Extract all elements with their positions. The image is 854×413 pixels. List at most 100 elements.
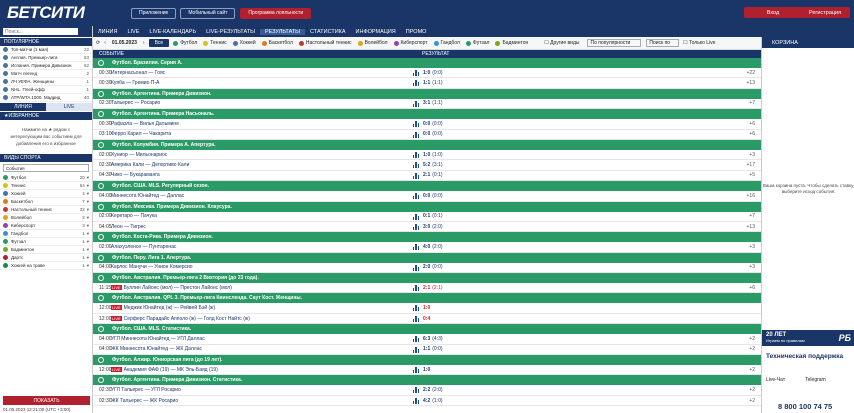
more-markets[interactable]: +6 [749, 120, 755, 127]
stats-icon[interactable] [413, 264, 419, 271]
more-markets[interactable]: +17 [746, 162, 755, 169]
match-teams[interactable]: ЖК Миннесота Юнайтед — ЖК Даллас [111, 346, 391, 352]
stats-icon[interactable] [413, 70, 419, 76]
match-teams[interactable]: Рафаэла — Вилья Дальмине [111, 121, 391, 127]
match-row[interactable]: 02:00 Алахуэленсе — Пунтаренас 4:0 (2:0) +3 [93, 242, 761, 253]
stats-icon[interactable] [413, 223, 419, 230]
match-teams[interactable]: Леон — Тигрес [111, 224, 391, 230]
stats-icon[interactable] [413, 100, 419, 107]
stats-icon[interactable] [413, 162, 419, 169]
league-header[interactable]: Футбол. Аргентина. Примера Насьональ. [93, 109, 761, 120]
league-header[interactable]: Футбол. Австралия. Премьер-лига 2 Виктор… [93, 273, 761, 284]
more-markets[interactable]: +3 [749, 243, 755, 250]
league-header[interactable]: Футбол. Аргентина. Примера Дивизион. [93, 88, 761, 99]
loyalty-button[interactable]: Программа лояльности [240, 7, 312, 19]
sport-item[interactable]: Волейбол 2 ▾ [0, 214, 92, 222]
nav-item[interactable]: СТАТИСТИКА [310, 28, 346, 35]
support-phone[interactable]: 8 800 100 74 75 [778, 402, 833, 411]
match-row[interactable]: 04:00 Миннесота Юнайтед — Даллас 0:0 (0:0) +… [93, 191, 761, 202]
show-button[interactable]: ПОКАЗАТЬ [3, 396, 90, 405]
stats-icon[interactable] [413, 397, 419, 404]
mobile-site-button[interactable]: Мобильный сайт [180, 7, 236, 19]
next-date-icon[interactable]: › [142, 40, 145, 46]
match-teams[interactable]: Карлос Манучи — Унион Комерсио [111, 264, 391, 270]
match-teams[interactable]: Алахуэленсе — Пунтаренас [111, 244, 391, 250]
league-header[interactable]: Футбол. Мексика. Примера Дивизион. Клаус… [93, 201, 761, 212]
more-markets[interactable]: +16 [746, 192, 755, 199]
more-markets[interactable]: +2 [749, 397, 755, 404]
live-only-checkbox[interactable]: ☐ Только Live [683, 40, 716, 46]
sport-item[interactable]: Гандбол 1 ▾ [0, 230, 92, 238]
more-markets[interactable]: +22 [746, 69, 755, 76]
stats-icon[interactable] [413, 387, 419, 394]
match-teams[interactable]: Интернасьонал — Гояс [111, 70, 391, 76]
sport-filter[interactable]: Футбол [173, 40, 197, 46]
match-teams[interactable]: Керетаро — Пачука [111, 213, 391, 219]
sport-item[interactable]: Бадминтон 1 ▾ [0, 246, 92, 254]
match-teams[interactable]: Америка Кали — Депортиво Кали [111, 162, 391, 168]
stats-icon[interactable] [413, 285, 419, 292]
stats-icon[interactable] [413, 193, 419, 200]
sport-filter[interactable]: Хоккей [232, 40, 256, 46]
match-row[interactable]: 04:00 Карлос Манучи — Унион Комерсио 2:0 (0… [93, 263, 761, 274]
match-teams[interactable]: Ферро Карил — Чакарита [111, 131, 391, 137]
popular-item[interactable]: Топ-матчи (1 мая) 22 [0, 46, 92, 54]
login-button[interactable]: Вход [744, 7, 802, 18]
more-markets[interactable]: +13 [746, 80, 755, 87]
sport-filter[interactable]: Настольный теннис [298, 40, 352, 46]
match-teams[interactable]: LIVE Буллин Лайонс (мол) — Престон Лайонс… [111, 284, 391, 291]
popular-item[interactable]: NHL. Плей-офф 1 [0, 86, 92, 94]
match-teams[interactable]: Чико — Букараманга [111, 172, 391, 178]
stats-icon[interactable] [413, 131, 419, 138]
match-teams[interactable]: Миннесота Юнайтед — Даллас [111, 193, 391, 199]
sport-filter[interactable]: Теннис [203, 40, 227, 46]
all-sports-button[interactable]: Все [148, 39, 170, 47]
more-markets[interactable]: +7 [749, 213, 755, 220]
stats-icon[interactable] [413, 151, 419, 158]
sport-filter[interactable]: Киберспорт [393, 40, 428, 46]
match-row[interactable]: 12:00 LIVE Меджик Юнайтед (ж) — Рейвей Бэй… [93, 303, 761, 314]
match-teams[interactable]: Куяба — Гремио П-А [111, 80, 391, 86]
match-row[interactable]: 00:30 Куяба — Гремио П-А 1:1 (1:1) +13 [93, 78, 761, 89]
match-teams[interactable]: LIVE Серферс Парадайс Апполо (ж) — Голд К… [111, 315, 391, 322]
match-row[interactable]: 11:15 LIVE Буллин Лайонс (мол) — Престон Л… [93, 283, 761, 294]
more-markets[interactable]: +13 [746, 223, 755, 230]
nav-item[interactable]: ЛИНИЯ [98, 28, 118, 35]
match-teams[interactable]: УГЛ Миннесота Юнайтед — УГЛ Даллас [111, 336, 391, 342]
brand-logo[interactable]: БЕТСИТИ [7, 3, 85, 22]
stats-icon[interactable] [413, 172, 419, 179]
sport-item[interactable]: Дартс 1 ▾ [0, 254, 92, 262]
promo-banner[interactable]: 20 ЛЕТ Играем по правилам РБ [762, 330, 854, 346]
nav-item[interactable]: LIVE [127, 28, 140, 35]
league-header[interactable]: Футбол. США. MLS. Регулярный сезон. [93, 181, 761, 192]
nav-item[interactable]: ИНФОРМАЦИЯ [355, 28, 396, 35]
match-row[interactable]: 02:00 Керетаро — Пачука 0:1 (0:1) +7 [93, 212, 761, 222]
sort-select[interactable]: По популярности [587, 39, 642, 47]
more-markets[interactable]: +3 [749, 264, 755, 271]
match-row[interactable]: 00:30 Рафаэла — Вилья Дальмине 0:0 (0:0) +6 [93, 119, 761, 130]
stats-icon[interactable] [413, 305, 419, 312]
league-header[interactable]: Футбол. Аргентина. Примера Дивизион. Ста… [93, 375, 761, 386]
nav-item[interactable]: LIVE-КАЛЕНДАРЬ [149, 28, 197, 35]
more-markets[interactable]: +2 [749, 387, 755, 394]
live-chat-link[interactable]: Live-Чат [766, 377, 786, 383]
match-row[interactable]: 04:30 Чико — Букараманга 2:1 (0:1) +5 [93, 171, 761, 182]
sport-item[interactable]: Настольный теннис 32 ▾ [0, 206, 92, 214]
more-markets[interactable]: +7 [749, 100, 755, 107]
nav-item[interactable]: РЕЗУЛЬТАТЫ [259, 28, 306, 35]
league-header[interactable]: Футбол. Алжир. Юниорская лига (до 19 лет… [93, 355, 761, 366]
stats-icon[interactable] [413, 80, 419, 87]
league-header[interactable]: Футбол. Коста-Рика. Примера Дивизион. [93, 232, 761, 243]
sport-filter[interactable]: Гандбол [433, 40, 460, 46]
match-row[interactable]: 02:30 Америка Кали — Депортиво Кали 5:2 (3:… [93, 160, 761, 171]
date-picker[interactable]: 01.05.2023 [111, 40, 137, 46]
more-markets[interactable]: +6 [749, 284, 755, 291]
match-row[interactable]: 02:00 Хуниор — Мильонариос 1:0 (1:0) +3 [93, 150, 761, 161]
nav-item[interactable]: LIVE-РЕЗУЛЬТАТЫ [206, 28, 255, 35]
more-markets[interactable]: +2 [749, 346, 755, 353]
stats-icon[interactable] [413, 121, 419, 128]
match-row[interactable]: 00:30 Интернасьонал — Гояс 1:0 (0:0) +22 [93, 68, 761, 79]
popular-item[interactable]: Испания. Примера Дивизион 62 [0, 62, 92, 70]
app-button[interactable]: Приложение [131, 7, 177, 19]
match-row[interactable]: 12:00 LIVE Серферс Парадайс Апполо (ж) — Г… [93, 314, 761, 325]
